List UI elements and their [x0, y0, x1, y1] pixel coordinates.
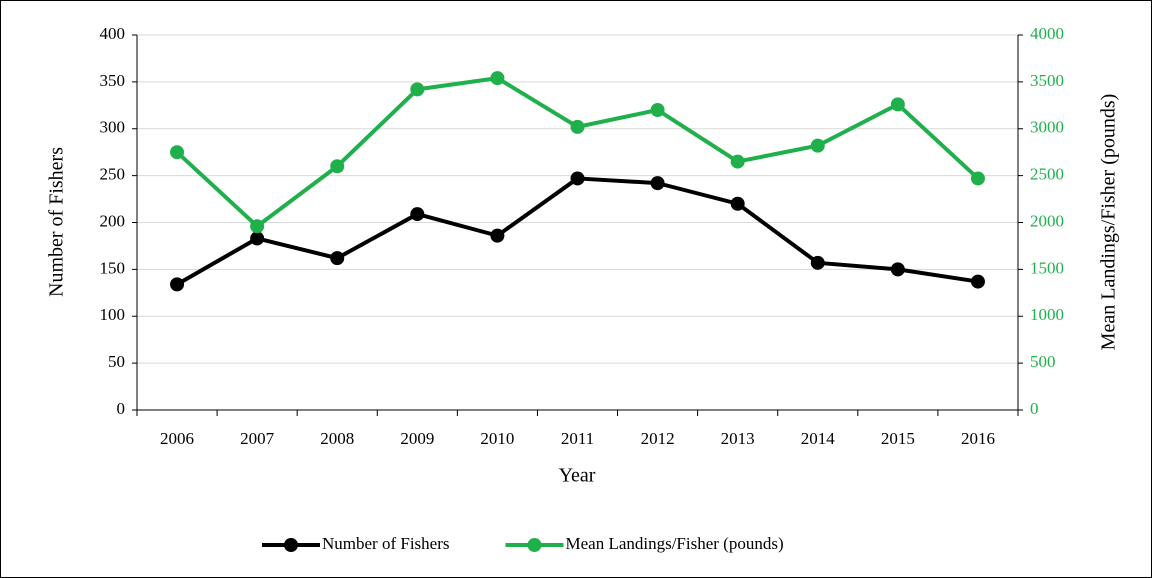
- point: [890, 262, 905, 277]
- point: [570, 119, 585, 134]
- x-tick-label: 2012: [641, 429, 675, 448]
- x-tick-label: 2014: [801, 429, 836, 448]
- point: [810, 138, 825, 153]
- y2-tick-label: 2000: [1030, 211, 1064, 230]
- y2-tick-label: 4000: [1030, 24, 1064, 43]
- y-tick-label: 200: [100, 211, 126, 230]
- point: [170, 145, 185, 160]
- point: [490, 71, 505, 86]
- point: [730, 196, 745, 211]
- point: [410, 207, 425, 222]
- x-tick-label: 2013: [721, 429, 755, 448]
- legend-label: Number of Fishers: [322, 534, 449, 553]
- y-tick-label: 350: [100, 71, 126, 90]
- legend-marker: [284, 538, 298, 552]
- point: [330, 251, 345, 266]
- y2-tick-label: 3000: [1030, 118, 1064, 137]
- point: [250, 231, 265, 246]
- x-tick-label: 2010: [480, 429, 514, 448]
- y-tick-label: 250: [100, 165, 126, 184]
- y2-axis-label: Mean Landings/Fisher (pounds): [1098, 94, 1120, 351]
- y2-tick-label: 1500: [1030, 258, 1064, 277]
- point: [650, 103, 665, 117]
- legend-label: Mean Landings/Fisher (pounds): [565, 534, 783, 553]
- point: [250, 219, 265, 234]
- point: [650, 176, 665, 191]
- x-tick-label: 2015: [881, 429, 915, 448]
- y-tick-label: 150: [100, 258, 126, 277]
- y2-tick-label: 3500: [1030, 71, 1064, 90]
- y2-tick-label: 0: [1030, 399, 1039, 418]
- point: [170, 277, 185, 292]
- y-tick-label: 400: [100, 24, 126, 43]
- point: [970, 171, 985, 186]
- y-axis-label: Number of Fishers: [46, 147, 68, 297]
- point: [970, 274, 985, 289]
- point: [330, 159, 345, 174]
- point: [730, 154, 745, 169]
- x-tick-label: 2006: [160, 429, 194, 448]
- y-tick-label: 100: [100, 305, 126, 324]
- x-tick-label: 2007: [240, 429, 275, 448]
- x-tick-label: 2009: [400, 429, 434, 448]
- y2-tick-label: 1000: [1030, 305, 1064, 324]
- legend-marker: [527, 538, 542, 552]
- point: [890, 97, 905, 112]
- point: [490, 228, 505, 243]
- y-tick-label: 0: [117, 399, 126, 418]
- point: [410, 82, 425, 97]
- x-axis-label: Year: [559, 465, 596, 487]
- y-tick-label: 50: [108, 352, 125, 371]
- y2-tick-label: 2500: [1030, 165, 1064, 184]
- y-tick-label: 300: [100, 118, 126, 137]
- y2-tick-label: 500: [1030, 352, 1056, 371]
- x-tick-label: 2011: [561, 429, 594, 448]
- point: [570, 171, 585, 186]
- x-tick-label: 2008: [320, 429, 354, 448]
- point: [810, 255, 825, 270]
- x-tick-label: 2016: [961, 429, 995, 448]
